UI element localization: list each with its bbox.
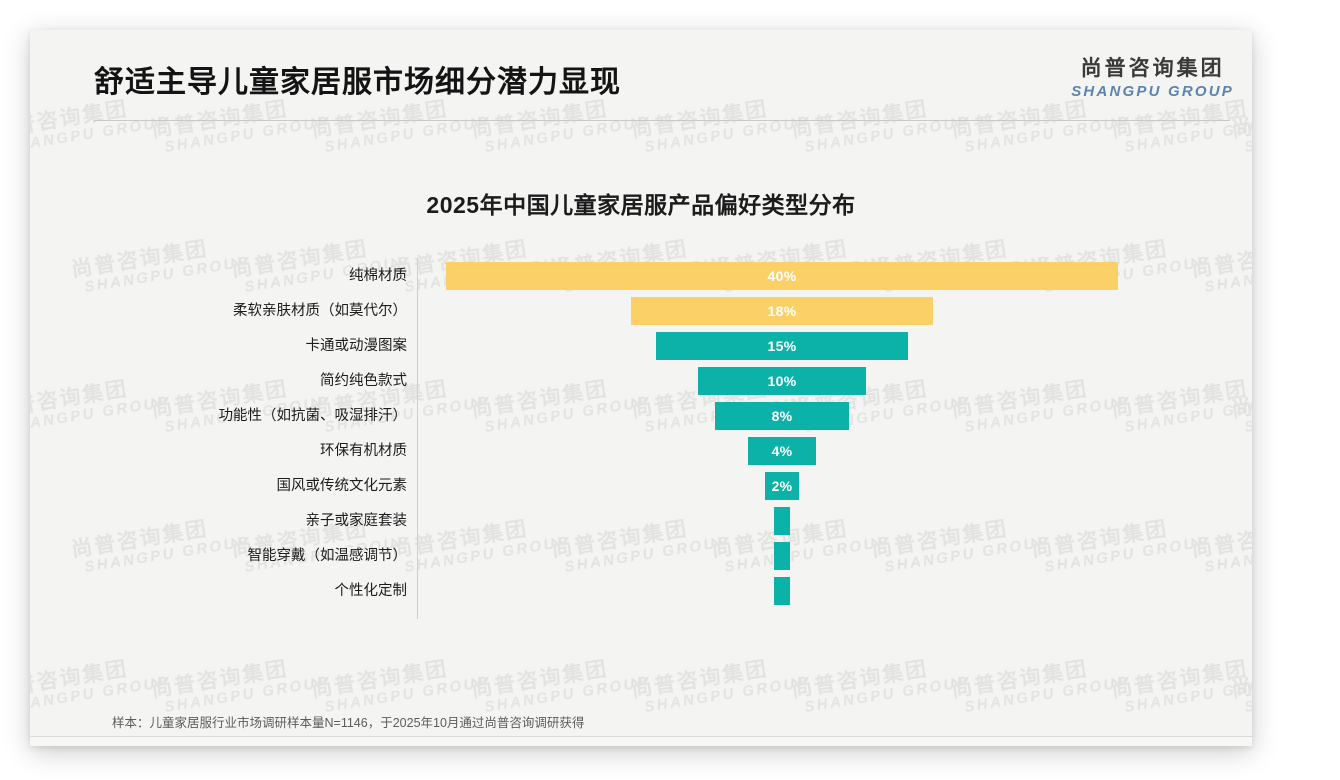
chart-category-label: 卡通或动漫图案 — [305, 338, 408, 354]
page-title: 舒适主导儿童家居服市场细分潜力显现 — [94, 66, 621, 99]
footer-divider — [30, 736, 1252, 737]
chart-bar[interactable] — [773, 542, 791, 570]
chart-bar[interactable] — [446, 262, 1118, 290]
chart-bar-row: 个性化定制 — [30, 574, 1252, 609]
chart-bar[interactable] — [773, 577, 791, 605]
chart-bar-value-label: 2% — [771, 478, 793, 494]
brand-logo: 尚普咨询集团 SHANGPU GROUP — [1071, 58, 1234, 99]
chart-bar-row: 智能穿戴（如温感调节） — [30, 539, 1252, 574]
chart-bar-row: 国风或传统文化元素 2% — [30, 469, 1252, 504]
brand-logo-cn: 尚普咨询集团 — [1080, 57, 1225, 80]
chart-category-label: 环保有机材质 — [320, 443, 407, 459]
chart-bar[interactable] — [698, 367, 866, 395]
chart-bar[interactable] — [656, 332, 908, 360]
slide-card: 尚普咨询集团 SHANGPU GROUP 尚普咨询集团 SHANGPU GROUP 尚普… — [30, 30, 1252, 746]
chart-bar-track: 10% — [418, 364, 1252, 399]
chart-bar-row: 环保有机材质 4% — [30, 434, 1252, 469]
slide-header: 舒适主导儿童家居服市场细分潜力显现 尚普咨询集团 SHANGPU GROUP — [30, 30, 1252, 128]
chart-axis-line — [417, 259, 418, 619]
chart-bar[interactable] — [765, 472, 799, 500]
chart-category-label: 功能性（如抗菌、吸湿排汗） — [218, 408, 408, 424]
chart-bar-value-label: 8% — [771, 408, 793, 424]
chart-plot-area: 纯棉材质 40% 柔软亲肤材质（如莫代尔） 18% 卡通或动漫图案 15% 简约纯色款式 10… — [30, 259, 1252, 629]
chart-bar-track: 40% — [418, 259, 1252, 294]
chart-bar-row: 纯棉材质 40% — [30, 259, 1252, 294]
chart-bar-value-label: 15% — [767, 338, 797, 354]
chart-category-label: 智能穿戴（如温感调节） — [247, 548, 408, 564]
chart-bar-track — [418, 574, 1252, 609]
chart-bar-row: 卡通或动漫图案 15% — [30, 329, 1252, 364]
chart-bar-value-label: 4% — [771, 443, 793, 459]
chart-bar-track: 8% — [418, 399, 1252, 434]
slide-footer: ©2025.12 SHANGPU GROUP www.shangpu-china… — [30, 737, 1252, 746]
chart-category-label: 纯棉材质 — [349, 268, 407, 284]
brand-logo-en: SHANGPU GROUP — [1071, 83, 1234, 100]
header-divider — [94, 120, 1230, 121]
chart-bar-track: 18% — [418, 294, 1252, 329]
chart-bar-value-label: 10% — [767, 373, 797, 389]
chart-bar-track — [418, 504, 1252, 539]
chart-bar[interactable] — [630, 297, 934, 325]
chart-category-label: 柔软亲肤材质（如莫代尔） — [233, 303, 407, 319]
chart-bar-row: 柔软亲肤材质（如莫代尔） 18% — [30, 294, 1252, 329]
chart-title: 2025年中国儿童家居服产品偏好类型分布 — [426, 192, 856, 218]
chart-category-label: 个性化定制 — [334, 583, 408, 599]
chart-category-label: 简约纯色款式 — [320, 373, 407, 389]
chart-bar-value-label: 40% — [767, 268, 797, 284]
chart-bar-row: 亲子或家庭套装 — [30, 504, 1252, 539]
chart-bar-track: 15% — [418, 329, 1252, 364]
chart-bar-track: 4% — [418, 434, 1252, 469]
chart-footnote: 样本：儿童家居服行业市场调研样本量N=1146，于2025年10月通过尚普咨询调… — [112, 716, 585, 730]
chart-bar-value-label: 18% — [767, 303, 797, 319]
chart-bar[interactable] — [748, 437, 816, 465]
chart-bar-row: 简约纯色款式 10% — [30, 364, 1252, 399]
chart-bar-track — [418, 539, 1252, 574]
chart-bar[interactable] — [714, 402, 850, 430]
chart-bar-row: 功能性（如抗菌、吸湿排汗） 8% — [30, 399, 1252, 434]
chart-category-label: 亲子或家庭套装 — [305, 513, 408, 529]
chart-container: 2025年中国儿童家居服产品偏好类型分布 纯棉材质 40% 柔软亲肤材质（如莫代尔）… — [30, 128, 1252, 688]
chart-category-label: 国风或传统文化元素 — [276, 478, 408, 494]
chart-bar-track: 2% — [418, 469, 1252, 504]
chart-bar[interactable] — [773, 507, 791, 535]
